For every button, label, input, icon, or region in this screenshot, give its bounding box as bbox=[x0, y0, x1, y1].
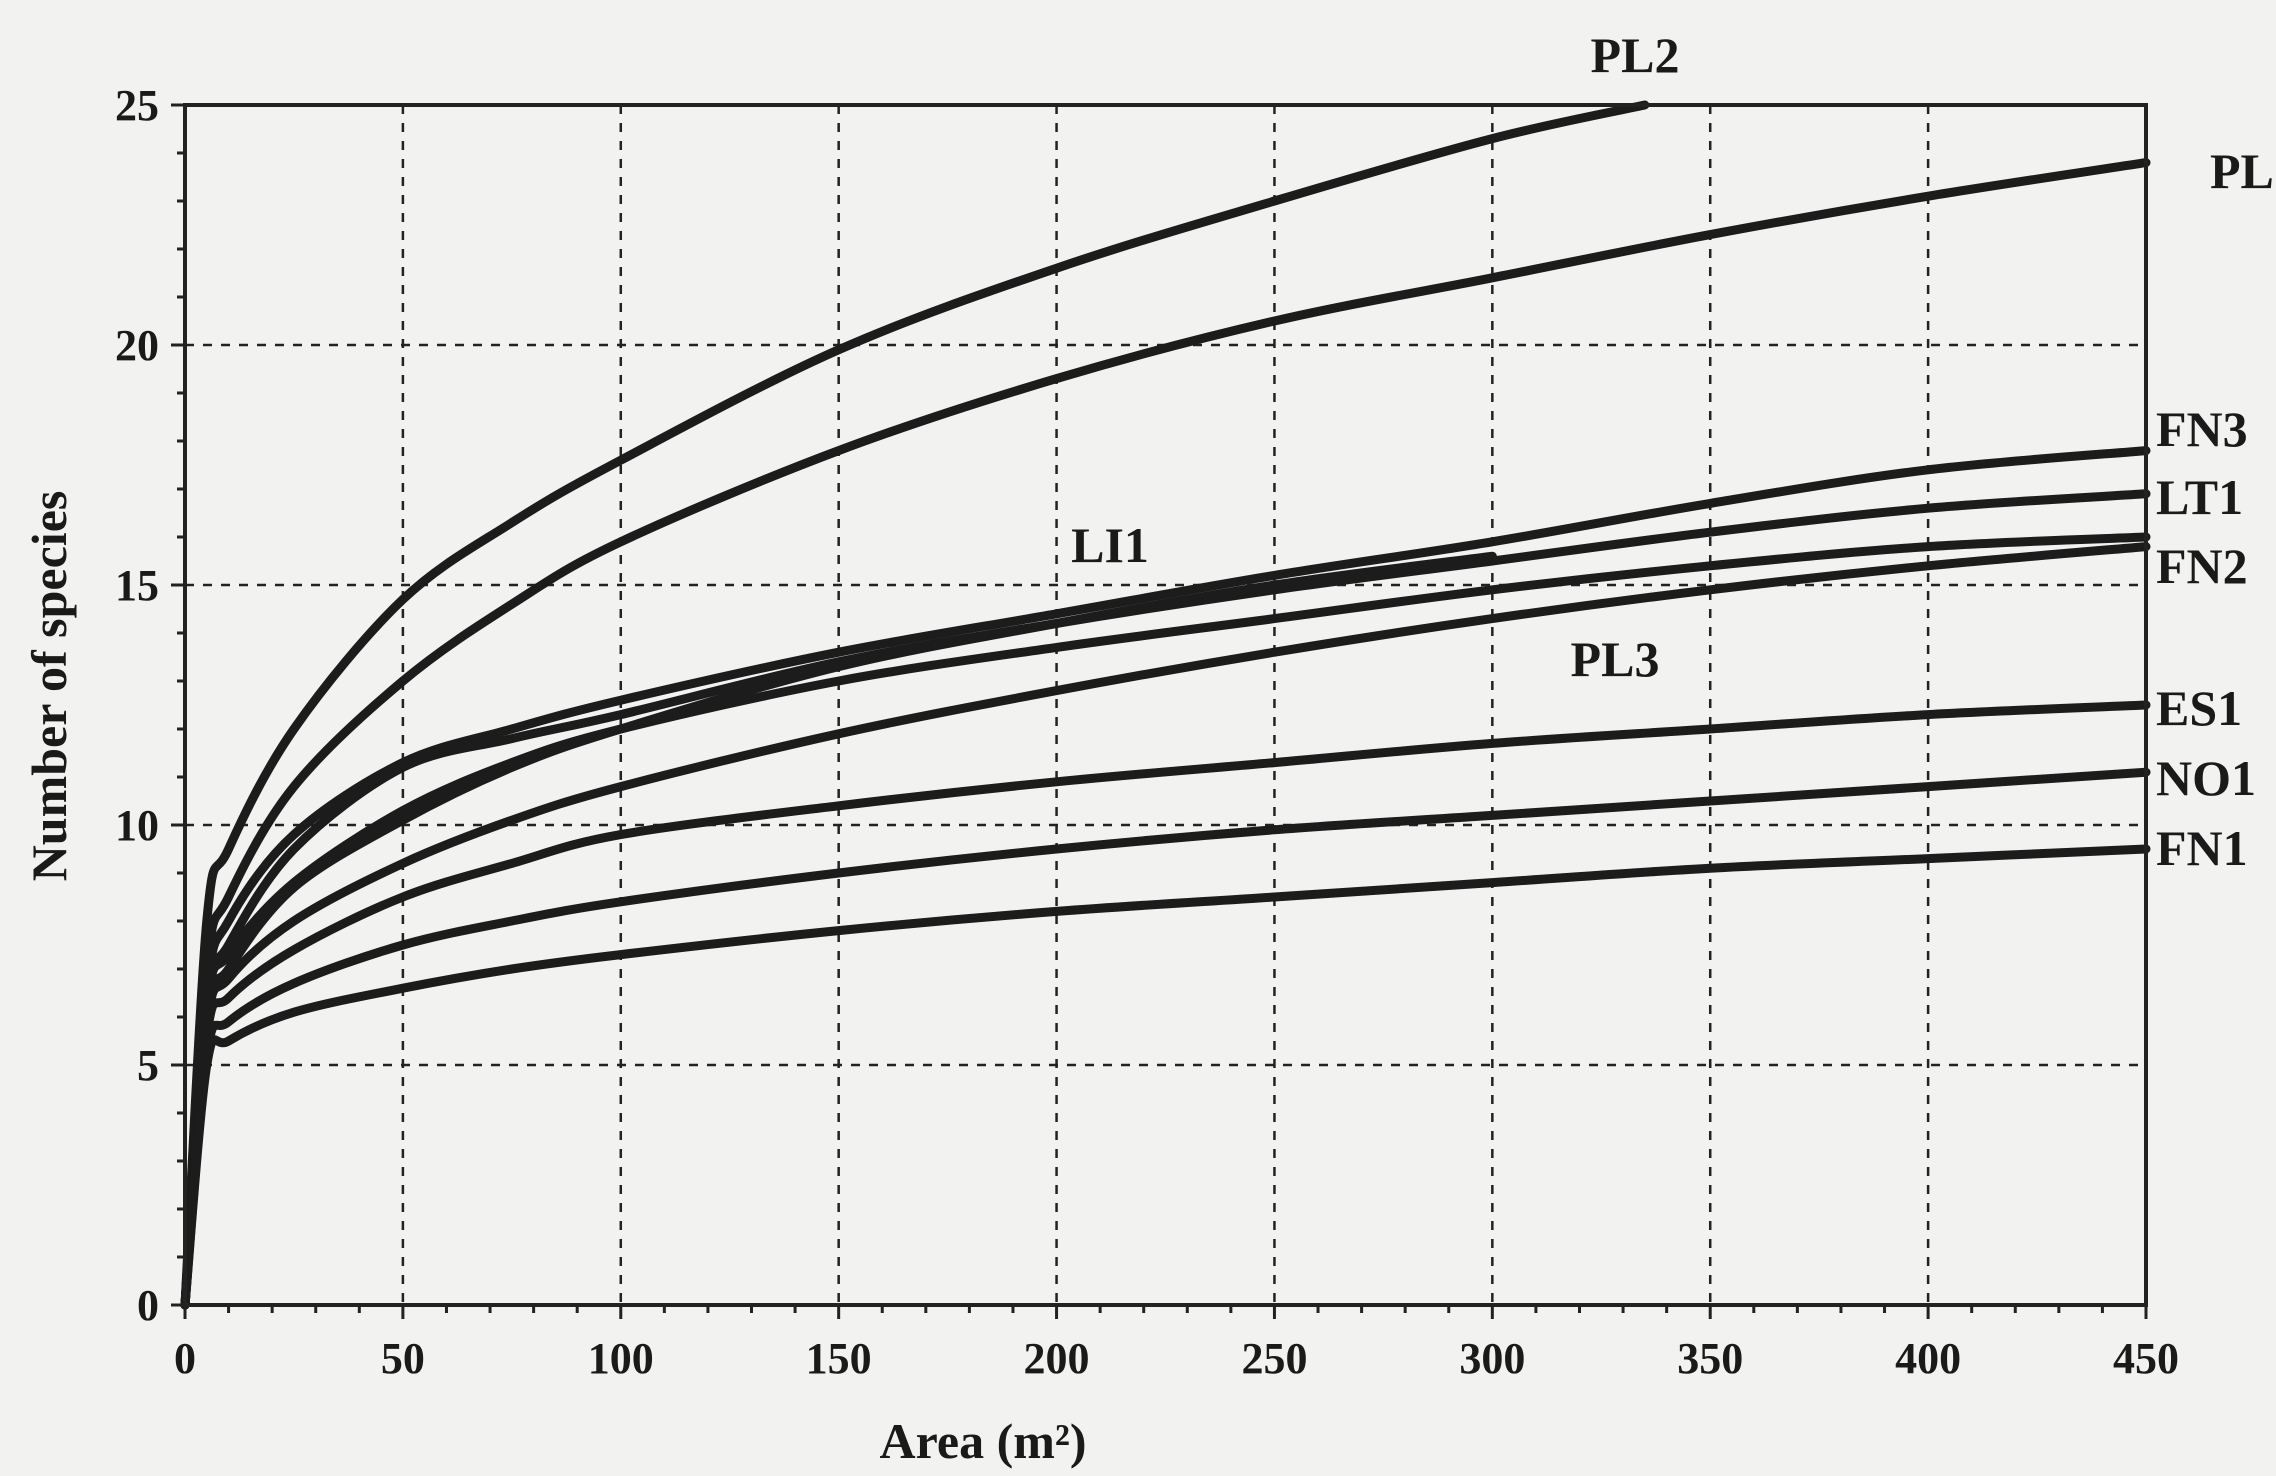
y-axis-title: Number of species bbox=[21, 491, 77, 882]
axis-ticks: 0 50 100 150 200 250 300 350 400 450 0 5 10 15 20 25 bbox=[115, 81, 2179, 1383]
series-line-fn2 bbox=[180, 532, 2151, 1310]
series-label-pl2: PL2 bbox=[1591, 27, 1680, 83]
series-lines bbox=[180, 100, 2151, 1310]
series-label-lt1: LT1 bbox=[2156, 469, 2243, 525]
grid bbox=[185, 105, 2146, 1305]
x-tick-label: 350 bbox=[1677, 1334, 1743, 1383]
series-line-li1 bbox=[180, 551, 1497, 1310]
plot-frame bbox=[183, 103, 2148, 1307]
series-label-fn1: FN1 bbox=[2156, 820, 2248, 876]
y-tick-label: 15 bbox=[115, 561, 159, 610]
series-line-no1 bbox=[180, 767, 2151, 1310]
series-line-pl3 bbox=[180, 542, 2151, 1310]
series-label-no1: NO1 bbox=[2156, 750, 2256, 806]
y-tick-label: 20 bbox=[115, 321, 159, 370]
x-tick-label: 200 bbox=[1024, 1334, 1090, 1383]
series-label-li1: LI1 bbox=[1071, 517, 1149, 573]
series-line-pl2 bbox=[180, 100, 1650, 1310]
x-tick-label: 0 bbox=[174, 1334, 196, 1383]
series-label-es1: ES1 bbox=[2156, 680, 2242, 736]
x-tick-label: 150 bbox=[806, 1334, 872, 1383]
series-line-lt1 bbox=[180, 489, 2151, 1310]
x-tick-label: 450 bbox=[2113, 1334, 2179, 1383]
series-line-fn3 bbox=[180, 446, 2151, 1310]
x-tick-label: 300 bbox=[1459, 1334, 1525, 1383]
series-label-pl1: PL1 bbox=[2210, 143, 2276, 199]
series-label-fn3: FN3 bbox=[2156, 401, 2248, 457]
series-label-fn2: FN2 bbox=[2156, 538, 2248, 594]
series-labels: PL2 PL1 FN3 LT1 FN2 LI1 PL3 ES1 NO1 FN1 bbox=[1071, 27, 2276, 876]
x-tick-label: 100 bbox=[588, 1334, 654, 1383]
series-label-pl3: PL3 bbox=[1571, 631, 1660, 687]
series-line-pl1 bbox=[180, 158, 2151, 1310]
y-tick-label: 25 bbox=[115, 81, 159, 130]
series-line-fn1 bbox=[180, 844, 2151, 1310]
x-tick-label: 400 bbox=[1895, 1334, 1961, 1383]
x-axis-title: Area (m²) bbox=[879, 1413, 1086, 1469]
series-line-es1 bbox=[180, 700, 2151, 1310]
y-tick-label: 10 bbox=[115, 801, 159, 850]
x-tick-label: 250 bbox=[1241, 1334, 1307, 1383]
y-tick-label: 5 bbox=[137, 1041, 159, 1090]
y-tick-label: 0 bbox=[137, 1281, 159, 1330]
x-tick-label: 50 bbox=[381, 1334, 425, 1383]
